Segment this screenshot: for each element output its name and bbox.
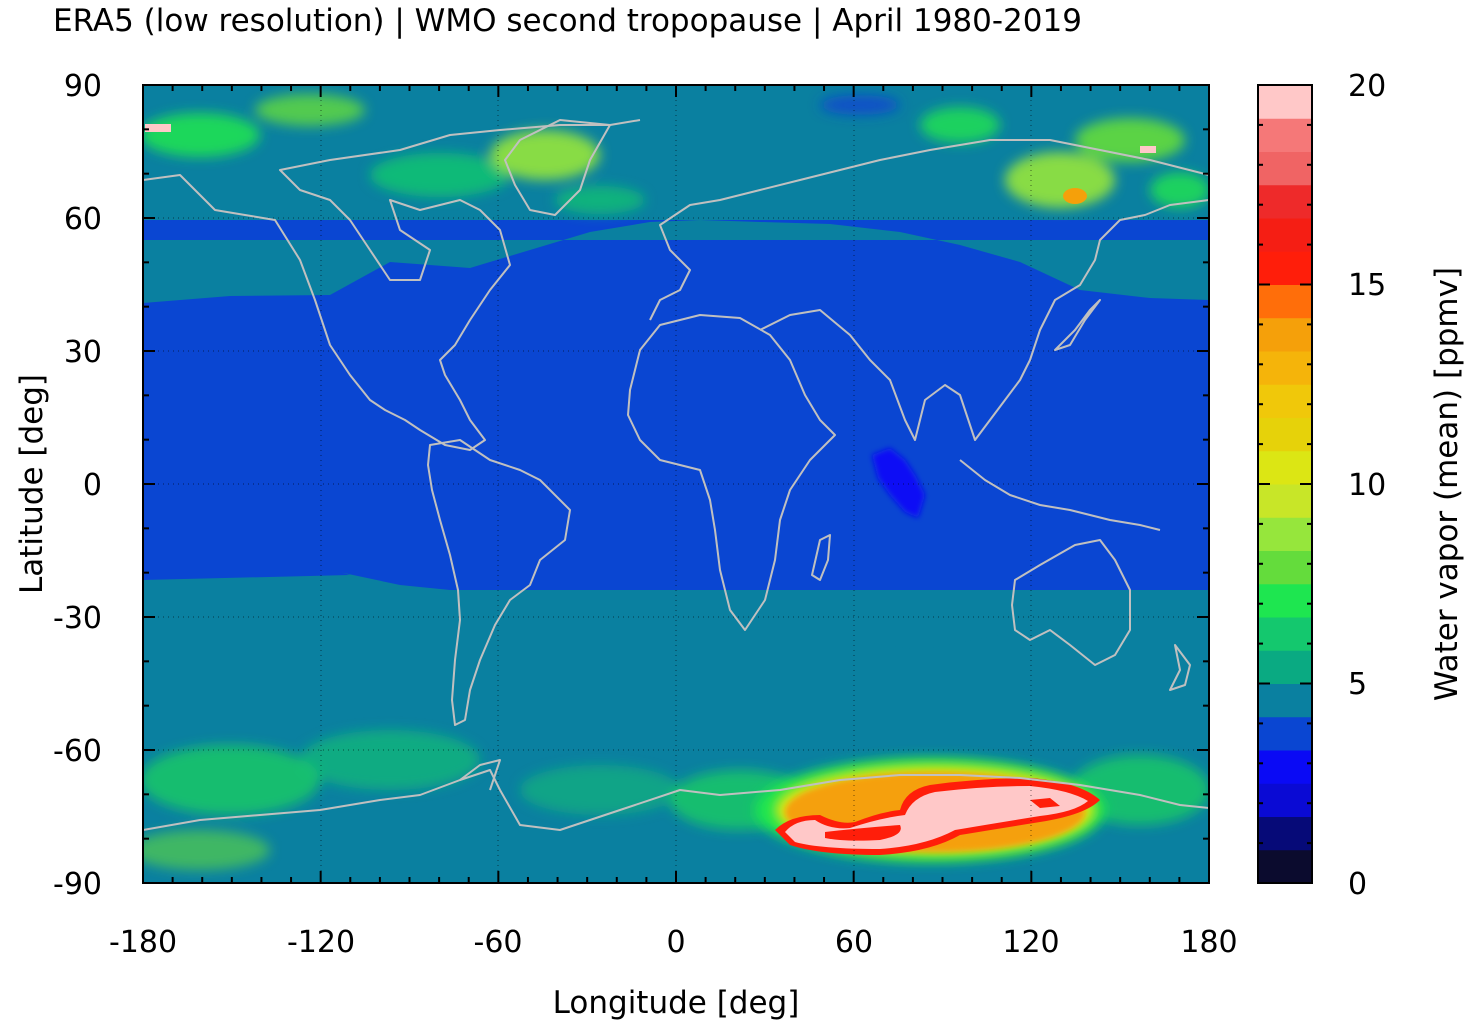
x-tick-label: 0	[666, 925, 685, 960]
colorbar-cell	[1258, 417, 1312, 452]
colorbar-tick-label: 15	[1348, 268, 1386, 303]
x-tick-label: 180	[1180, 925, 1237, 960]
y-tick-label: 60	[64, 202, 102, 237]
colorbar-cell	[1258, 351, 1312, 385]
x-axis-label: Longitude [deg]	[553, 985, 800, 1021]
colorbar-cell	[1258, 218, 1312, 252]
southern-patches	[143, 730, 1209, 870]
coast-greenland	[504, 119, 611, 216]
coast-antarctica	[143, 769, 1209, 831]
colorbar-cell	[1258, 849, 1312, 884]
colorbar-cell	[1258, 816, 1312, 851]
colorbar-cell	[1258, 783, 1312, 817]
coast-australia	[1011, 539, 1131, 666]
colorbar-cell	[1258, 184, 1312, 219]
y-axis-label: Latitude [deg]	[14, 374, 50, 594]
y-tick-label: 30	[64, 335, 102, 370]
map-plot	[143, 85, 1209, 883]
coast-antarctic-peninsula	[459, 759, 501, 791]
colorbar-label: Water vapor (mean) [ppmv]	[1429, 267, 1465, 701]
colorbar-cell	[1258, 617, 1312, 651]
colorbar-cell	[1258, 85, 1312, 119]
coast-africa	[627, 314, 836, 631]
colorbar-cell	[1258, 683, 1312, 718]
coast-japan	[1054, 299, 1101, 351]
coast-south-america	[427, 439, 571, 726]
coast-north-america	[143, 119, 641, 451]
coast-europe	[649, 139, 1209, 321]
colorbar-cell	[1258, 251, 1312, 285]
x-tick-label: 120	[1002, 925, 1059, 960]
x-tick-label: -120	[287, 925, 355, 960]
arctic-hotspot-3	[1063, 188, 1087, 204]
colorbar	[1258, 85, 1312, 884]
colorbar-tick-label: 5	[1348, 667, 1367, 702]
colorbar-cell	[1258, 118, 1312, 152]
antarctic-maximum	[755, 758, 1105, 862]
colorbar-cell	[1258, 716, 1312, 751]
y-tick-labels: 90 60 30 0 -30 -60 -90	[53, 69, 102, 902]
coast-southeast-asia	[959, 459, 1161, 531]
colorbar-tick-label: 10	[1348, 468, 1386, 503]
x-tick-labels: -180 -120 -60 0 60 120 180	[109, 925, 1238, 960]
chart-title: ERA5 (low resolution) | WMO second tropo…	[53, 3, 1082, 39]
coast-asia	[759, 199, 1209, 441]
colorbar-cell	[1258, 550, 1312, 585]
graticule	[143, 85, 1209, 883]
y-tick-label: -90	[53, 867, 102, 902]
colorbar-cell	[1258, 484, 1312, 518]
colorbar-cell	[1258, 750, 1312, 784]
y-tick-label: -30	[53, 601, 102, 636]
arctic-hotspot-2	[1140, 146, 1156, 153]
x-tick-label: -60	[474, 925, 523, 960]
y-tick-label: -60	[53, 734, 102, 769]
band-edges	[143, 220, 1209, 700]
y-tick-label: 0	[83, 468, 102, 503]
colorbar-cell	[1258, 583, 1312, 618]
coastlines	[143, 119, 1209, 831]
x-tick-label: -180	[109, 925, 177, 960]
axis-ticks	[142, 84, 1210, 884]
colorbar-cell	[1258, 650, 1312, 684]
colorbar-tick-label: 20	[1348, 69, 1386, 104]
y-tick-label: 90	[64, 69, 102, 104]
colorbar-cell	[1258, 384, 1312, 418]
x-tick-label: 60	[835, 925, 873, 960]
colorbar-cell	[1258, 517, 1312, 551]
indian-ocean-dry-patch	[872, 448, 925, 518]
colorbar-ticks	[1258, 84, 1312, 884]
coast-madagascar	[811, 534, 831, 581]
colorbar-cell	[1258, 151, 1312, 186]
colorbar-tick-label: 0	[1348, 867, 1367, 902]
colorbar-tick-labels: 20 15 10 5 0	[1348, 69, 1386, 902]
colorbar-cell	[1258, 317, 1312, 352]
colorbar-cell	[1258, 284, 1312, 319]
arctic-hotspot	[145, 124, 171, 132]
colorbar-cell	[1258, 450, 1312, 485]
coast-new-zealand	[1169, 644, 1191, 691]
